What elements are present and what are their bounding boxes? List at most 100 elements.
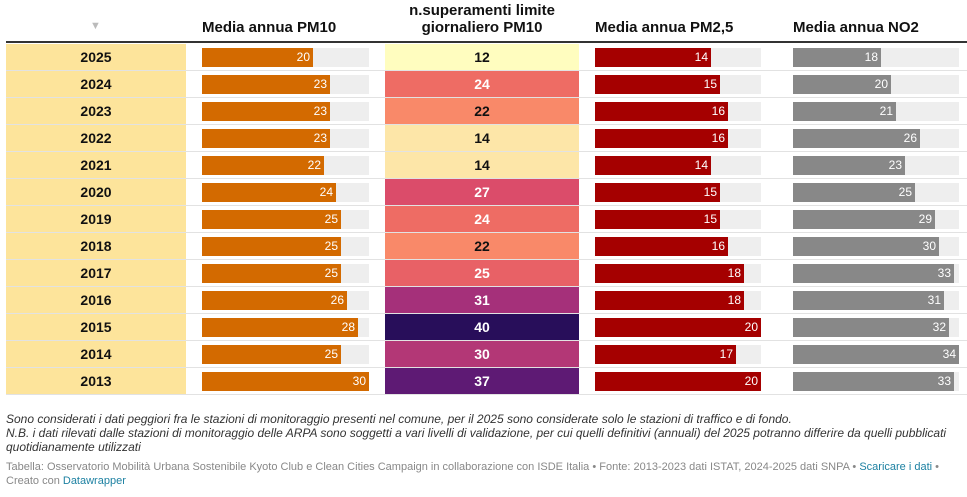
exceedance-cell: 27 xyxy=(385,179,579,205)
header-exceedances[interactable]: n.superamenti limite giornaliero PM10 xyxy=(409,2,555,36)
no2-bar-cell: 29 xyxy=(793,210,959,229)
table-row: 2018 25 16 30 22 xyxy=(6,233,967,260)
table-row: 2014 25 17 34 30 xyxy=(6,341,967,368)
table-row: 2024 23 15 20 24 xyxy=(6,71,967,98)
no2-value-label: 20 xyxy=(874,77,888,91)
header-pm25[interactable]: Media annua PM2,5 xyxy=(595,19,734,36)
pm10-value-label: 28 xyxy=(341,320,355,334)
year-cell: 2023 xyxy=(6,98,186,124)
exceedance-cell: 31 xyxy=(385,287,579,313)
table-row: 2016 26 18 31 31 xyxy=(6,287,967,314)
no2-bar-cell: 33 xyxy=(793,264,959,283)
download-data-link[interactable]: Scaricare i dati xyxy=(859,461,933,473)
no2-bar xyxy=(793,345,959,364)
no2-value-label: 18 xyxy=(864,50,878,64)
year-cell: 2017 xyxy=(6,260,186,286)
table-header: ▼ Media annua PM10 n.superamenti limite … xyxy=(6,0,967,42)
year-cell: 2014 xyxy=(6,341,186,367)
pm25-value-label: 18 xyxy=(727,293,741,307)
pm10-bar-cell: 24 xyxy=(202,183,369,202)
sort-arrow-icon[interactable]: ▼ xyxy=(90,20,101,32)
pm25-bar-cell: 15 xyxy=(595,75,761,94)
source-text: Tabella: Osservatorio Mobilità Urbana So… xyxy=(6,461,860,473)
exceedance-cell: 22 xyxy=(385,233,579,259)
pm10-bar xyxy=(202,183,336,202)
exceedance-cell: 14 xyxy=(385,152,579,178)
no2-bar-cell: 33 xyxy=(793,372,959,391)
pm10-value-label: 25 xyxy=(324,239,338,253)
no2-value-label: 23 xyxy=(888,158,902,172)
pm25-bar-cell: 15 xyxy=(595,210,761,229)
no2-bar-cell: 32 xyxy=(793,318,959,337)
pm25-value-label: 16 xyxy=(711,131,725,145)
table-row: 2017 25 18 33 25 xyxy=(6,260,967,287)
exceedance-cell: 25 xyxy=(385,260,579,286)
year-cell: 2015 xyxy=(6,314,186,340)
no2-bar xyxy=(793,129,920,148)
no2-bar xyxy=(793,237,939,256)
source-sep: • Creato con xyxy=(6,461,940,487)
pm25-value-label: 14 xyxy=(694,158,708,172)
pm10-bar xyxy=(202,156,324,175)
year-cell: 2016 xyxy=(6,287,186,313)
pm25-bar xyxy=(595,210,720,229)
pm25-bar xyxy=(595,183,720,202)
no2-bar xyxy=(793,48,881,67)
pm10-bar-cell: 22 xyxy=(202,156,369,175)
pm10-bar-cell: 23 xyxy=(202,129,369,148)
pm10-bar xyxy=(202,48,313,67)
pm25-value-label: 20 xyxy=(744,374,758,388)
pm10-bar-cell: 26 xyxy=(202,291,369,310)
no2-value-label: 21 xyxy=(879,104,893,118)
pm10-value-label: 20 xyxy=(296,50,310,64)
pm25-bar xyxy=(595,291,744,310)
table-row: 2013 30 20 33 37 xyxy=(6,368,967,395)
pm25-value-label: 15 xyxy=(703,77,717,91)
pm10-bar-cell: 20 xyxy=(202,48,369,67)
pm25-bar-cell: 18 xyxy=(595,264,761,283)
no2-bar xyxy=(793,318,949,337)
pm25-bar xyxy=(595,372,761,391)
pm25-bar xyxy=(595,264,744,283)
no2-bar-cell: 21 xyxy=(793,102,959,121)
no2-value-label: 34 xyxy=(942,347,956,361)
pm10-bar-cell: 23 xyxy=(202,75,369,94)
pm10-bar-cell: 30 xyxy=(202,372,369,391)
pm25-bar xyxy=(595,237,728,256)
table-row: 2020 24 15 25 27 xyxy=(6,179,967,206)
pm25-bar-cell: 14 xyxy=(595,48,761,67)
no2-bar xyxy=(793,102,896,121)
datawrapper-link[interactable]: Datawrapper xyxy=(62,475,126,487)
no2-bar xyxy=(793,291,944,310)
pm25-value-label: 16 xyxy=(711,239,725,253)
pm10-value-label: 23 xyxy=(313,131,327,145)
header-pm10[interactable]: Media annua PM10 xyxy=(202,19,337,36)
no2-bar-cell: 26 xyxy=(793,129,959,148)
no2-bar-cell: 20 xyxy=(793,75,959,94)
table-row: 2023 23 16 21 22 xyxy=(6,98,967,125)
no2-value-label: 33 xyxy=(937,374,951,388)
pm25-value-label: 17 xyxy=(719,347,733,361)
pm25-bar xyxy=(595,129,728,148)
pm10-bar xyxy=(202,345,341,364)
pm25-bar-cell: 18 xyxy=(595,291,761,310)
no2-bar xyxy=(793,183,915,202)
pm25-bar xyxy=(595,345,736,364)
pm10-bar xyxy=(202,129,330,148)
table-row: 2025 20 14 18 12 xyxy=(6,44,967,71)
pm25-value-label: 16 xyxy=(711,104,725,118)
no2-value-label: 32 xyxy=(932,320,946,334)
pm10-bar-cell: 25 xyxy=(202,345,369,364)
pm10-bar xyxy=(202,264,341,283)
no2-value-label: 29 xyxy=(918,212,932,226)
pm25-value-label: 15 xyxy=(703,185,717,199)
no2-bar xyxy=(793,210,935,229)
exceedance-cell: 30 xyxy=(385,341,579,367)
exceedance-cell: 40 xyxy=(385,314,579,340)
year-cell: 2022 xyxy=(6,125,186,151)
pm10-bar xyxy=(202,102,330,121)
pm10-value-label: 25 xyxy=(324,212,338,226)
exceedance-cell: 22 xyxy=(385,98,579,124)
header-no2[interactable]: Media annua NO2 xyxy=(793,19,919,36)
table-row: 2022 23 16 26 14 xyxy=(6,125,967,152)
